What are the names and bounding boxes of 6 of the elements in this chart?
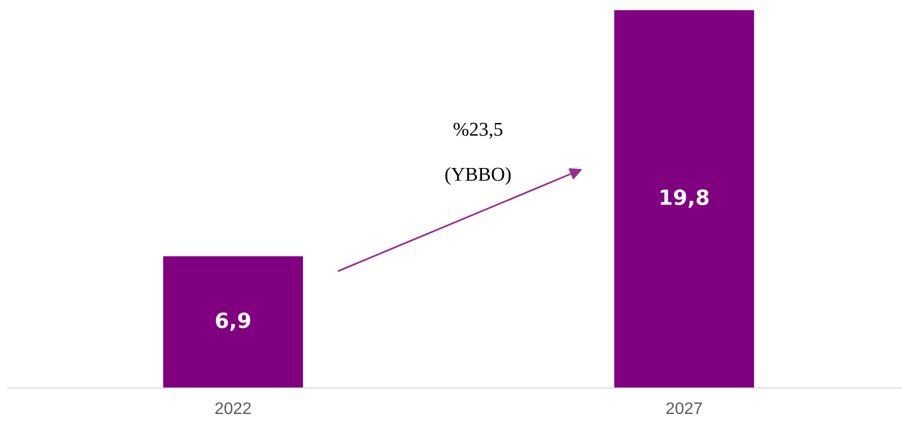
x-tick-label: 2027 <box>666 402 702 414</box>
data-label: 6,9 <box>216 312 250 331</box>
x-tick-label: 2022 <box>215 402 251 414</box>
data-label: 19,8 <box>660 189 709 208</box>
annotation: %23,5 <box>454 122 502 139</box>
annotation: (YBBO) <box>445 167 511 185</box>
